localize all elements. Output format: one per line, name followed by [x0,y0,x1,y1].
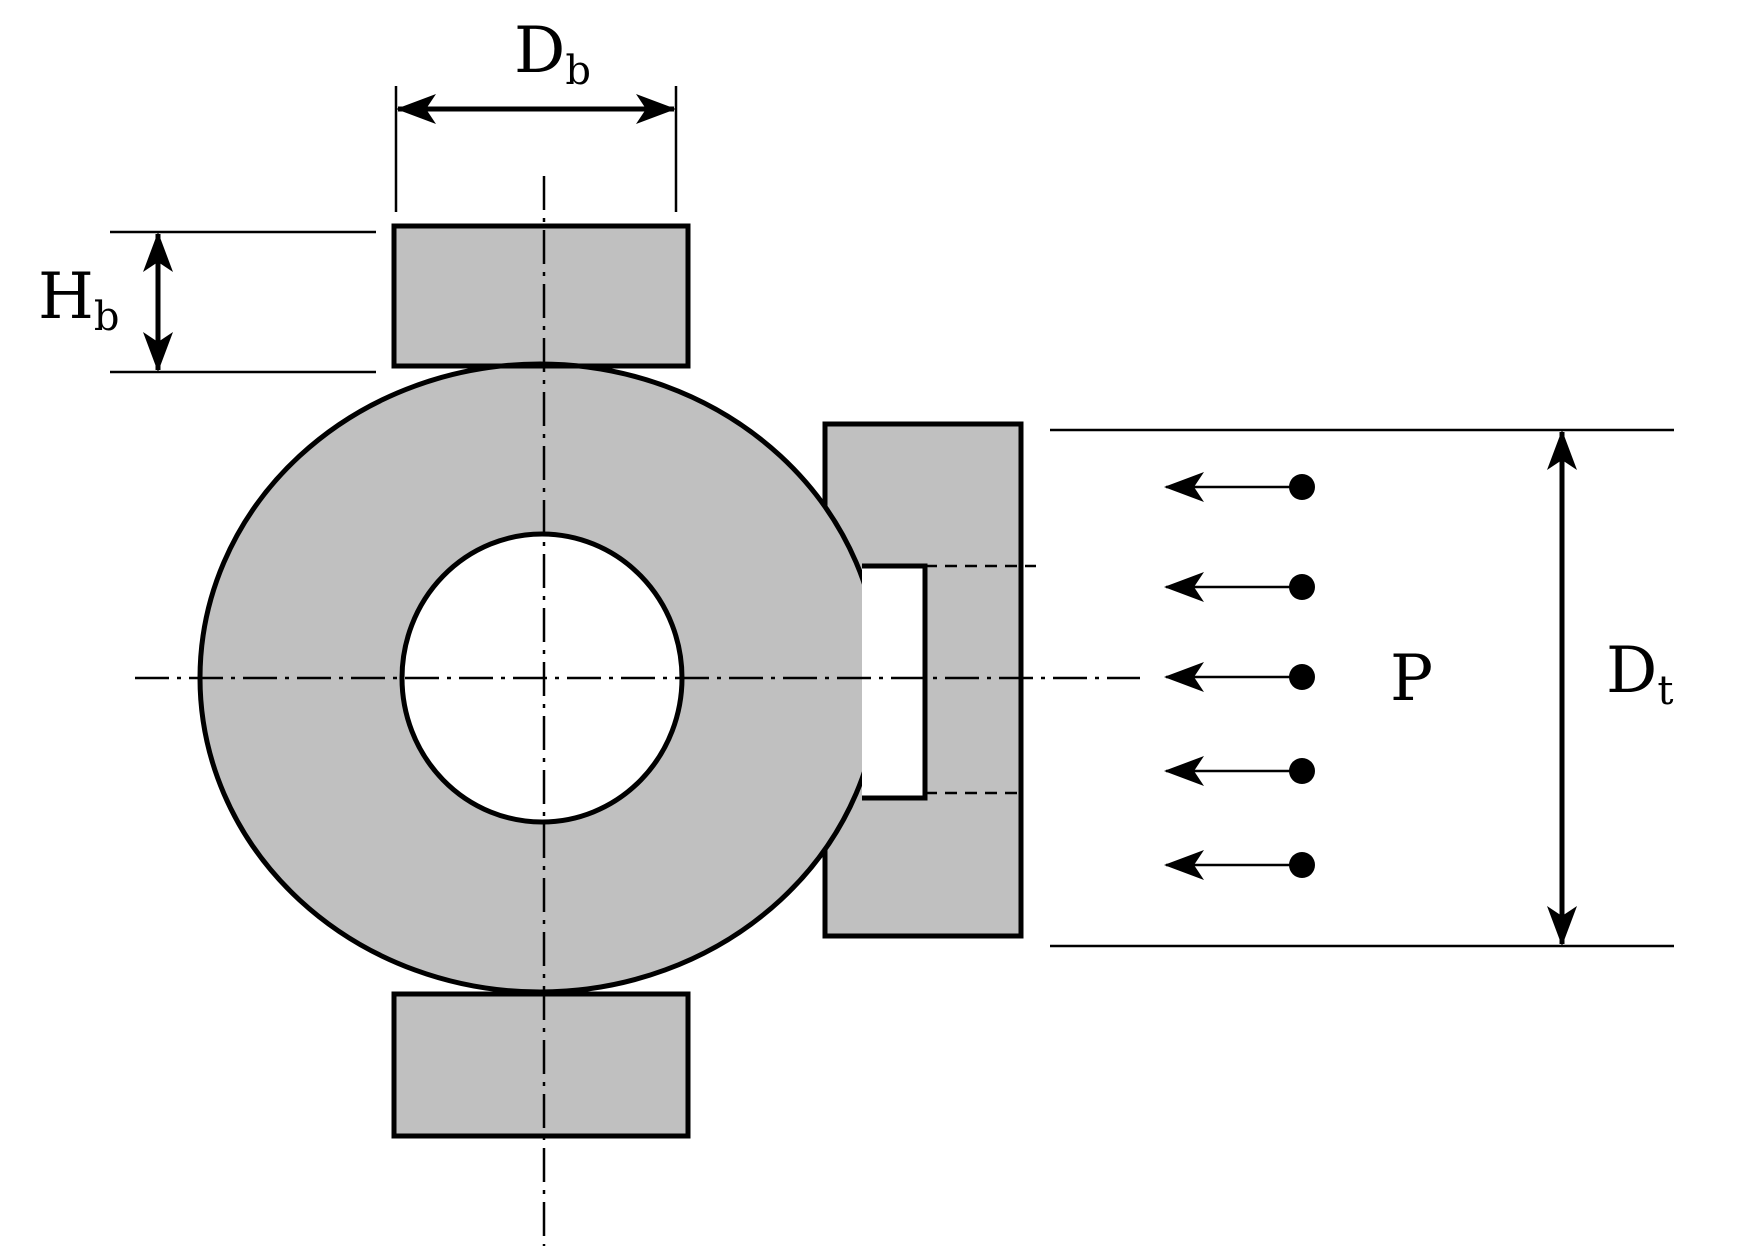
pressure-dot-2 [1289,574,1315,600]
db-label: Db [514,14,591,94]
bottom-block [391,991,691,1139]
top-block [391,223,691,369]
pressure-dot-1 [1289,474,1315,500]
p-label: P [1390,642,1433,716]
pressure-arrows [1164,472,1315,880]
slot [862,563,928,801]
hb-label: Hb [38,260,119,340]
pressure-dot-4 [1289,758,1315,784]
dt-label: Dt [1606,634,1673,714]
pressure-dot-3 [1289,664,1315,690]
pressure-dot-5 [1289,852,1315,878]
